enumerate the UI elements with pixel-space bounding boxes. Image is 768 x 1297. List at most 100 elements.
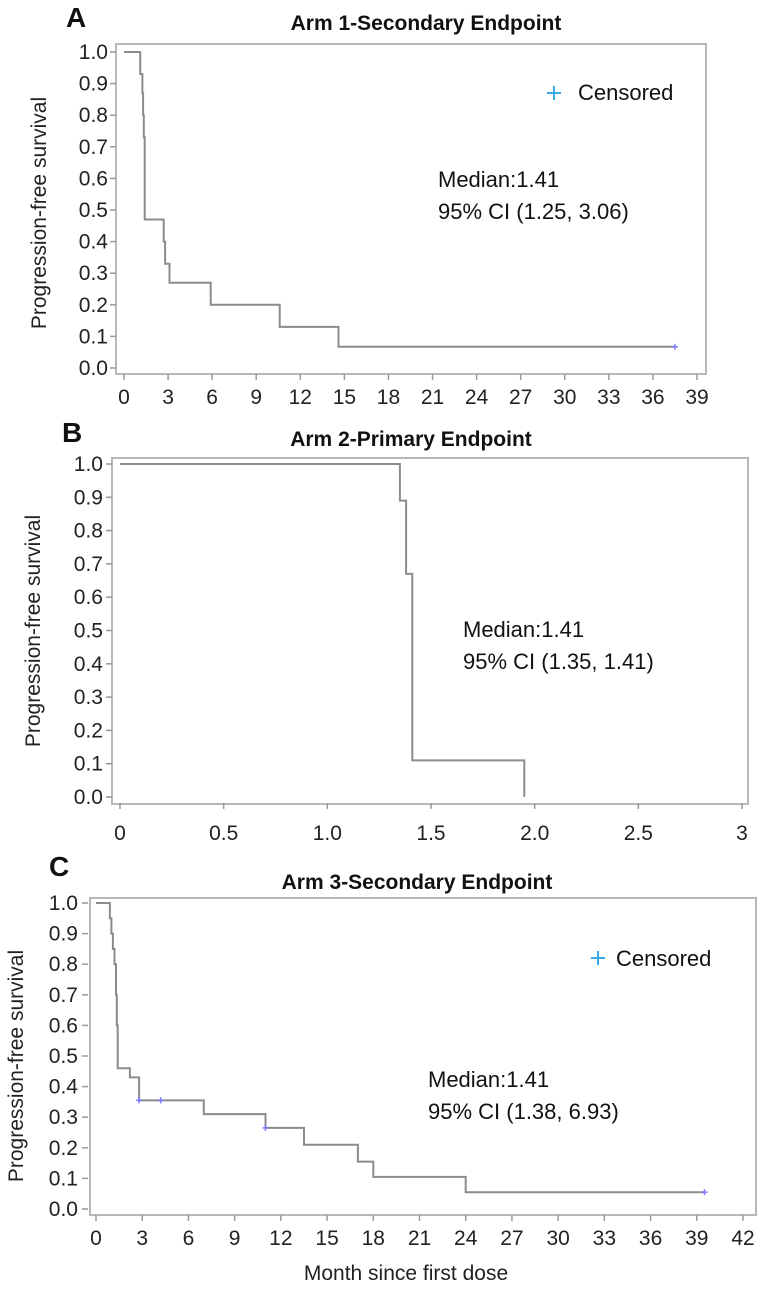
panel-a-y-tick-label: 0.1 — [79, 325, 108, 348]
panel-c-y-tick-label: 0.9 — [49, 923, 78, 946]
panel-c-y-tick-label: 0.2 — [49, 1137, 78, 1160]
panel-b-x-tick-label: 2.5 — [624, 822, 653, 845]
panel-a-censor-marks — [671, 343, 678, 350]
panel-b-x-tick-label: 0.5 — [209, 822, 238, 845]
panel-b-x-ticks: 0 0.5 1.0 1.5 2.0 2.5 3 — [114, 803, 748, 845]
panel-b-x-tick-label: 3 — [736, 822, 748, 845]
panel-c-y-tick-label: 0.1 — [49, 1167, 78, 1190]
panel-a-x-tick-label: 27 — [509, 386, 532, 409]
panel-b-y-tick-label: 0.3 — [74, 686, 103, 709]
panel-b-y-ticks: 0.0 0.1 0.2 0.3 0.4 0.5 0.6 0.7 0.8 0.9 1.0 — [74, 453, 112, 809]
panel-a-ylabel: Progression-free survival — [28, 97, 51, 329]
figure-x-axis-label: Month since first dose — [304, 1262, 508, 1285]
panel-c-censor-marks — [136, 1097, 708, 1196]
panel-c-x-tick-label: 39 — [685, 1227, 708, 1250]
panel-c-y-tick-label: 0.6 — [49, 1014, 78, 1037]
panel-a-legend: Censored — [547, 80, 673, 105]
panel-c-y-tick-label: 0.7 — [49, 984, 78, 1007]
panel-a-x-tick-label: 21 — [421, 386, 444, 409]
panel-b: B Arm 2-Primary Endpoint Progression-fre… — [22, 417, 749, 845]
panel-a-x-tick-label: 36 — [641, 386, 664, 409]
panel-a-survival-curve — [124, 51, 675, 348]
panel-a-y-tick-label: 0.8 — [79, 104, 108, 127]
panel-a-x-tick-label: 12 — [289, 386, 312, 409]
panel-a-title: Arm 1-Secondary Endpoint — [291, 12, 562, 35]
panel-b-ci: 95% CI (1.35, 1.41) — [463, 649, 654, 674]
panel-c-y-tick-label: 0.8 — [49, 953, 78, 976]
panel-c-y-tick-label: 1.0 — [49, 892, 78, 915]
panel-a-ci: 95% CI (1.25, 3.06) — [438, 199, 629, 224]
panel-b-y-tick-label: 0.4 — [74, 653, 104, 676]
panel-c-x-tick-label: 24 — [454, 1227, 478, 1250]
panel-a-x-tick-label: 3 — [162, 386, 174, 409]
panel-b-survival-step-line — [120, 463, 526, 797]
panel-b-y-tick-label: 0.5 — [74, 620, 103, 643]
panel-c-x-tick-label: 0 — [90, 1227, 102, 1250]
panel-c-x-tick-label: 12 — [269, 1227, 292, 1250]
panel-c-y-tick-label: 0.5 — [49, 1045, 78, 1068]
panel-a-y-tick-label: 0.7 — [79, 136, 108, 159]
panel-a-x-tick-label: 24 — [465, 386, 489, 409]
panel-c-survival-step-line — [96, 902, 705, 1194]
panel-a-x-tick-label: 15 — [333, 386, 356, 409]
panel-b-y-tick-label: 0.1 — [74, 753, 103, 776]
panel-a-y-ticks: 0.0 0.1 0.2 0.3 0.4 0.5 0.6 0.7 0.8 0.9 1.0 — [79, 41, 116, 380]
panel-a-x-tick-label: 30 — [553, 386, 576, 409]
panel-c-title: Arm 3-Secondary Endpoint — [282, 871, 553, 894]
panel-b-plot-frame — [111, 457, 749, 805]
panel-a-survival-step-line — [124, 51, 675, 348]
panel-a: A Arm 1-Secondary Endpoint Progression-f… — [28, 2, 709, 409]
panel-b-y-tick-label: 0.0 — [74, 786, 103, 809]
panel-b-y-tick-label: 0.8 — [74, 520, 103, 543]
panel-c-y-tick-label: 0.0 — [49, 1198, 78, 1221]
panel-a-x-tick-label: 9 — [250, 386, 262, 409]
panel-b-survival-curve — [120, 463, 526, 797]
panel-a-x-ticks: 0 3 6 9 12 15 18 21 24 27 30 33 36 39 — [118, 374, 709, 409]
panel-a-letter: A — [66, 2, 86, 33]
panel-a-y-tick-label: 0.5 — [79, 199, 108, 222]
panel-c-x-tick-label: 3 — [136, 1227, 148, 1250]
panel-b-y-tick-label: 0.9 — [74, 486, 103, 509]
panel-a-plot-frame — [115, 43, 707, 375]
panel-c-x-ticks: 0 3 6 9 12 15 18 21 24 27 30 33 36 39 42 — [90, 1215, 755, 1250]
panel-b-y-tick-label: 0.6 — [74, 586, 103, 609]
panel-c-ylabel: Progression-free survival — [5, 950, 28, 1182]
panel-c-y-ticks: 0.0 0.1 0.2 0.3 0.4 0.5 0.6 0.7 0.8 0.9 1.0 — [49, 892, 88, 1221]
panel-c-x-tick-label: 18 — [362, 1227, 385, 1250]
panel-c-survival-curve — [96, 902, 705, 1194]
panel-b-letter: B — [62, 417, 82, 448]
panel-a-y-tick-label: 1.0 — [79, 41, 108, 64]
panel-b-y-tick-label: 0.7 — [74, 553, 103, 576]
panel-a-median: Median:1.41 — [438, 167, 559, 192]
panel-c-x-tick-label: 42 — [731, 1227, 754, 1250]
panel-c-x-tick-label: 36 — [639, 1227, 662, 1250]
panel-a-x-tick-label: 0 — [118, 386, 130, 409]
panel-c-x-tick-label: 33 — [593, 1227, 616, 1250]
panel-c-x-tick-label: 30 — [546, 1227, 569, 1250]
panel-b-y-tick-label: 1.0 — [74, 453, 103, 476]
panel-a-x-tick-label: 39 — [685, 386, 708, 409]
panel-a-y-tick-label: 0.6 — [79, 167, 108, 190]
panel-a-x-tick-label: 33 — [597, 386, 620, 409]
panel-c-x-tick-label: 9 — [229, 1227, 241, 1250]
panel-b-x-tick-label: 1.0 — [313, 822, 342, 845]
panel-a-x-tick-label: 18 — [377, 386, 400, 409]
panel-c: C Arm 3-Secondary Endpoint Progression-f… — [5, 851, 757, 1285]
panel-c-legend: Censored — [591, 946, 711, 971]
panel-c-y-tick-label: 0.4 — [49, 1076, 79, 1099]
panel-c-x-tick-label: 6 — [183, 1227, 195, 1250]
panel-a-y-tick-label: 0.2 — [79, 294, 108, 317]
panel-c-legend-label: Censored — [616, 946, 711, 971]
panel-c-x-tick-label: 21 — [408, 1227, 431, 1250]
panel-a-y-tick-label: 0.3 — [79, 262, 108, 285]
panel-c-y-tick-label: 0.3 — [49, 1106, 78, 1129]
panel-c-x-tick-label: 27 — [500, 1227, 523, 1250]
panel-b-y-tick-label: 0.2 — [74, 719, 103, 742]
panel-c-letter: C — [49, 851, 69, 882]
panel-c-x-tick-label: 15 — [315, 1227, 338, 1250]
panel-a-y-tick-label: 0.4 — [79, 231, 109, 254]
panel-b-ylabel: Progression-free survival — [22, 515, 45, 747]
panel-a-y-tick-label: 0.0 — [79, 357, 108, 380]
panel-b-x-tick-label: 1.5 — [416, 822, 445, 845]
